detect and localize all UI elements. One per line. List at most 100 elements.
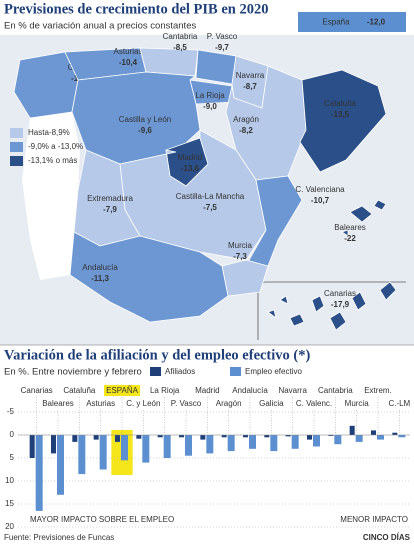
region	[289, 313, 305, 327]
bar	[377, 435, 384, 440]
x-tick-label: Cantabria	[318, 386, 353, 395]
x-tick-label: Cataluña	[63, 386, 96, 395]
y-tick-label: 20	[5, 522, 14, 531]
map-subtitle: En % de variación anual a precios consta…	[4, 21, 196, 32]
region	[221, 259, 269, 297]
region-name: La Rioja	[195, 91, 225, 100]
region-name: Cataluña	[324, 99, 357, 108]
region	[351, 291, 367, 311]
bar	[163, 435, 171, 458]
region-value: -9,7	[215, 43, 229, 52]
region-value: -17,9	[331, 300, 350, 309]
total-value: -12,0	[367, 18, 386, 27]
bar	[355, 435, 363, 442]
bar	[227, 435, 235, 452]
region	[299, 69, 387, 173]
x-tick-label: C. Valenc.	[296, 399, 332, 408]
bar	[99, 435, 107, 470]
region-value: -8,2	[239, 126, 253, 135]
x-tick-label: ESPAÑA	[106, 386, 139, 395]
bar	[206, 435, 214, 454]
region-name: Castilla y León	[119, 115, 171, 124]
total-name: España	[322, 18, 350, 27]
region-name: Navarra	[236, 71, 265, 80]
bar	[121, 435, 128, 461]
x-tick-label: Madrid	[195, 386, 219, 395]
bar-title: Variación de la afiliación y del empleo …	[4, 347, 310, 363]
x-tick-label: Canarias	[21, 386, 53, 395]
region-value: -10,7	[311, 196, 330, 205]
region-value: -8,5	[173, 43, 187, 52]
bar	[291, 435, 299, 449]
bar	[57, 435, 64, 495]
legend-swatch	[150, 367, 161, 376]
bar	[392, 432, 398, 435]
bar-subtitle: En %. Entre noviembre y febrero	[4, 367, 142, 378]
region	[13, 51, 79, 119]
x-tick-label: Asturias	[86, 399, 115, 408]
x-tick-label: Navarra	[278, 386, 307, 395]
highlight-label	[104, 385, 140, 396]
region-value: -7,3	[233, 252, 247, 261]
region-name: P. Vasco	[207, 32, 238, 41]
bar	[51, 435, 56, 454]
x-tick-label: Murcia	[345, 399, 370, 408]
bar	[264, 435, 270, 438]
x-tick-label: La Rioja	[150, 386, 180, 395]
bar	[93, 435, 99, 440]
bar	[307, 435, 312, 440]
region	[279, 295, 289, 305]
bar	[157, 435, 163, 438]
region	[349, 205, 373, 223]
x-tick-label: Baleares	[42, 399, 74, 408]
region-name: Murcia	[228, 241, 253, 250]
source: Fuente: Previsiones de Funcas	[4, 533, 114, 542]
legend-label: Afiliados	[165, 367, 195, 376]
region-value: -9,0	[203, 102, 217, 111]
bar	[185, 435, 192, 456]
bar	[313, 435, 320, 447]
bar	[200, 435, 206, 440]
bar	[115, 435, 120, 442]
region	[329, 311, 347, 331]
bar	[249, 435, 256, 449]
region-value: -11,3	[91, 274, 109, 283]
region-name: Andalucía	[82, 263, 118, 272]
y-tick-label: 10	[5, 476, 14, 485]
bar	[243, 435, 248, 438]
region-value: -22	[344, 234, 356, 243]
bar	[328, 435, 334, 436]
region-value: -13,5	[331, 110, 350, 119]
legend-label: Empleo efectivo	[245, 367, 302, 376]
region	[195, 49, 237, 85]
x-tick-label: Aragón	[216, 399, 242, 408]
region	[267, 309, 277, 319]
region-name: Baleares	[334, 223, 366, 232]
region-name: Madrid	[178, 153, 202, 162]
bar	[398, 435, 406, 438]
y-tick-label: -5	[7, 407, 15, 416]
legend-label: Hasta-8,9%	[28, 128, 70, 137]
region-value: -10,4	[119, 58, 138, 67]
bar	[78, 435, 86, 475]
y-tick-label: 0	[10, 430, 15, 439]
region-value: -13,6	[181, 164, 200, 173]
x-tick-label: Extrem.	[364, 386, 392, 395]
region	[379, 281, 397, 301]
bar	[29, 435, 35, 458]
x-tick-label: Andalucía	[232, 386, 268, 395]
region-name: Asturias	[114, 47, 143, 56]
region-name: Canarias	[324, 289, 356, 298]
bar	[334, 435, 342, 445]
region-value: -8,7	[243, 82, 257, 91]
bar	[72, 435, 78, 442]
y-tick-label: 15	[5, 499, 14, 508]
total-badge	[298, 12, 406, 32]
region-value: -7,5	[203, 203, 217, 212]
region	[247, 175, 303, 267]
x-tick-label: C. y León	[126, 399, 160, 408]
x-tick-label: C.-LM	[388, 399, 410, 408]
portugal	[22, 112, 80, 280]
bar	[270, 435, 278, 452]
